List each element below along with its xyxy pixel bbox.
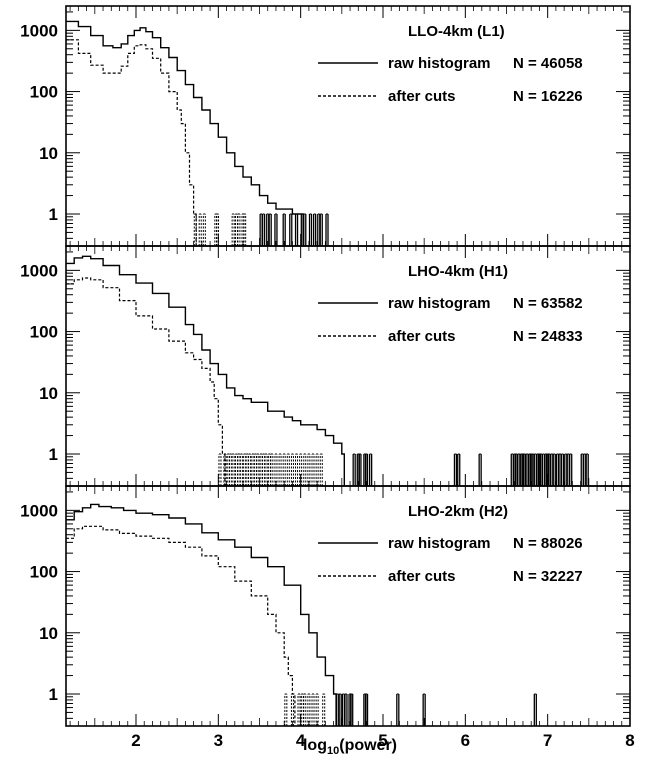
x-axis: 2 3 4 5 6 7 8: [131, 731, 634, 750]
series-raw-histogram: [66, 255, 345, 486]
panels-layer: 1 10 100 1000 LLO-4km (L1) raw histogram N = 4…: [20, 5, 631, 727]
x-tick-label: 4: [296, 731, 306, 750]
legend-count-raw: N = 88026: [513, 535, 583, 552]
plot-frame: [65, 485, 631, 727]
legend-label-cuts: after cuts: [388, 88, 456, 105]
x-tick-label: 3: [214, 731, 223, 750]
legend-label-cuts: after cuts: [388, 328, 456, 345]
x-tick-label: 7: [543, 731, 552, 750]
y-tick-label: 1000: [20, 261, 58, 280]
legend-label-raw: raw histogram: [388, 295, 491, 312]
series-raw-histogram: [66, 20, 304, 246]
y-tick-label: 1000: [20, 21, 58, 40]
x-tick-label: 8: [625, 731, 634, 750]
x-axis-title-rest: (power): [339, 737, 397, 754]
legend-count-cuts: N = 16226: [513, 88, 583, 105]
x-tick-label: 5: [378, 731, 387, 750]
series-after-cuts: [66, 525, 296, 726]
x-tick-label: 2: [131, 731, 140, 750]
panel-title: LHO-4km (H1): [408, 263, 508, 280]
x-axis-title-subscript: 10: [327, 745, 339, 755]
y-tick-label: 10: [39, 624, 58, 643]
plot-frame: [65, 245, 631, 487]
legend-count-cuts: N = 32227: [513, 568, 583, 585]
panel-title: LHO-2km (H2): [408, 503, 508, 520]
legend-count-raw: N = 63582: [513, 295, 583, 312]
y-tick-label: 1000: [20, 501, 58, 520]
legend-count-cuts: N = 24833: [513, 328, 583, 345]
series-after-cuts: [66, 277, 226, 486]
y-tick-label: 100: [30, 323, 58, 342]
x-axis-title: log10(power): [303, 737, 397, 755]
y-tick-label: 100: [30, 83, 58, 102]
legend-label-cuts: after cuts: [388, 568, 456, 585]
chart-panel-3: 1 10 100 1000 LHO-2km (H2) raw histogram N = 8…: [20, 485, 631, 727]
plot-frame: [65, 5, 631, 247]
legend-count-raw: N = 46058: [513, 55, 583, 72]
panel-title: LLO-4km (L1): [408, 23, 505, 40]
x-axis-title-base: log: [303, 737, 327, 754]
chart-panel-2: 1 10 100 1000 LHO-4km (H1) raw histogram N = 6…: [20, 245, 631, 487]
y-tick-label: 100: [30, 563, 58, 582]
y-tick-label: 10: [39, 144, 58, 163]
x-tick-label: 6: [461, 731, 470, 750]
y-tick-label: 1: [49, 685, 58, 704]
legend-label-raw: raw histogram: [388, 535, 491, 552]
series-raw-histogram: [66, 503, 337, 726]
y-tick-label: 10: [39, 384, 58, 403]
y-tick-label: 1: [49, 205, 58, 224]
chart-panel-1: 1 10 100 1000 LLO-4km (L1) raw histogram N = 4…: [20, 5, 631, 247]
y-tick-label: 1: [49, 445, 58, 464]
legend-label-raw: raw histogram: [388, 55, 491, 72]
